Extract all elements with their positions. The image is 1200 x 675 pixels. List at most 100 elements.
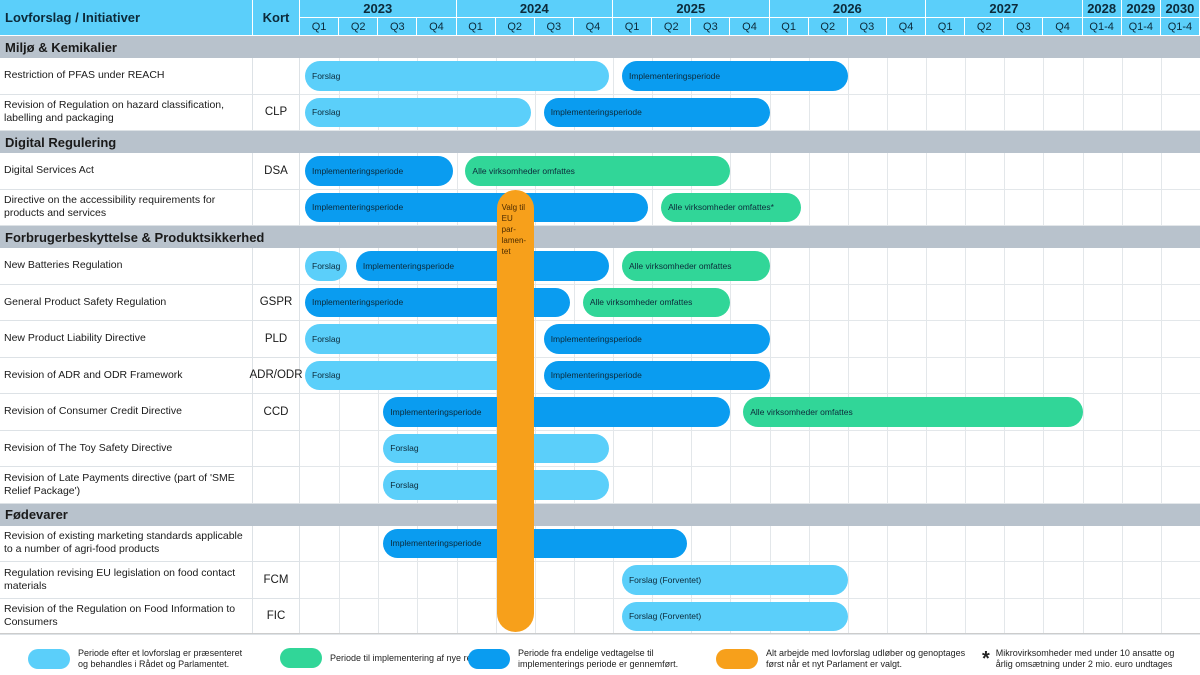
- quarter-header: Q4: [417, 18, 457, 36]
- year-header: 2028: [1082, 0, 1122, 18]
- row-name: Digital Services Act: [0, 153, 253, 190]
- bar-forslag: Forslag: [383, 470, 610, 500]
- bar-impl: Implementeringsperiode: [543, 360, 770, 390]
- grid-line: [847, 36, 849, 633]
- row-divider: [300, 225, 1200, 226]
- bar-impl: Implementeringsperiode: [305, 156, 453, 186]
- year-header: 2029: [1121, 0, 1161, 18]
- grid-line: [1121, 36, 1123, 633]
- row-name: Revision of Late Payments directive (par…: [0, 467, 253, 504]
- quarter-header: Q4: [573, 18, 614, 36]
- bar-impl: Implementeringsperiode: [543, 97, 770, 127]
- row-kort: ADR/ODR: [249, 357, 303, 394]
- quarter-header: Q4: [1043, 18, 1083, 36]
- bar-impl: Implementeringsperiode: [383, 528, 688, 558]
- row-kort: CLP: [253, 94, 300, 131]
- grid-line: [769, 36, 771, 633]
- year-header: 2024: [456, 0, 614, 18]
- legend-item: * Mikrovirksomheder med under 10 ansatte …: [982, 648, 1192, 670]
- legend-item: Periode fra endelige vedtagelse til impl…: [468, 648, 688, 670]
- row-kort: [253, 525, 300, 562]
- quarter-header: Q1-4: [1082, 18, 1122, 36]
- year-header: 2025: [613, 0, 770, 18]
- row-kort: [253, 58, 300, 95]
- header-title: Lovforslag / Initiativer: [0, 0, 253, 36]
- bar-forslag: Forslag (Forventet): [621, 601, 848, 631]
- grid-line: [886, 36, 888, 633]
- row-name: New Batteries Regulation: [0, 248, 253, 285]
- row-name: Revision of The Toy Safety Directive: [0, 430, 253, 467]
- legend-text: Periode til implementering af nye regler…: [330, 652, 489, 663]
- row-kort: PLD: [253, 321, 300, 358]
- legend-swatch-impl: [468, 649, 510, 669]
- year-header: 2023: [300, 0, 457, 18]
- row-kort: GSPR: [253, 284, 300, 321]
- bar-forslag: Forslag: [305, 360, 531, 390]
- gantt-chart: Lovforslag / Initiativer Kort 2023 Q1 Q2 Q3 Q4…: [0, 0, 1200, 635]
- legend-item: Periode efter et lovforslag er præsenter…: [28, 648, 248, 670]
- bar-alle: Alle virksomheder omfattes: [743, 397, 1083, 427]
- row-name: General Product Safety Regulation: [0, 284, 253, 321]
- row-kort: DSA: [253, 153, 300, 190]
- year-header: 2027: [926, 0, 1083, 18]
- bar-forslag: Forslag: [305, 324, 531, 354]
- quarter-header: Q2: [339, 18, 379, 36]
- row-divider: [300, 320, 1200, 321]
- legend-text: Periode fra endelige vedtagelse til impl…: [518, 648, 679, 669]
- bar-alle: Alle virksomheder omfattes: [621, 251, 770, 281]
- row-divider: [300, 502, 1200, 504]
- quarter-header: Q3: [378, 18, 418, 36]
- bar-forslag: Forslag: [305, 61, 610, 91]
- section-header: Digital Regulering: [0, 131, 1200, 153]
- bar-alle: Alle virksomheder omfattes*: [661, 192, 801, 222]
- legend-item: Alt arbejde med lovforslag udløber og ge…: [716, 648, 976, 670]
- grid-line: [808, 36, 810, 633]
- legend-swatch-forslag: [28, 649, 70, 669]
- row-divider: [300, 130, 1200, 131]
- bar-impl: Implementeringsperiode: [621, 61, 848, 91]
- row-name: Directive on the accessibility requireme…: [0, 189, 253, 226]
- quarter-header: Q1: [613, 18, 653, 36]
- row-name: New Product Liability Directive: [0, 321, 253, 358]
- quarter-header: Q4: [886, 18, 927, 36]
- quarter-header: Q4: [730, 18, 770, 36]
- row-divider: [300, 429, 1200, 431]
- quarter-header: Q1-4: [1160, 18, 1200, 36]
- row-kort: [253, 248, 300, 285]
- grid-line: [1043, 36, 1045, 633]
- bar-alle: Alle virksomheder omfattes: [465, 156, 731, 186]
- year-header: 2026: [769, 0, 927, 18]
- quarter-header: Q3: [691, 18, 731, 36]
- row-kort: [253, 189, 300, 226]
- row-divider: [300, 597, 1200, 599]
- quarter-header: Q2: [965, 18, 1005, 36]
- row-divider: [300, 356, 1200, 358]
- grid-line: [926, 36, 928, 633]
- legend-text: Alt arbejde med lovforslag udløber og ge…: [766, 648, 966, 669]
- row-kort: [253, 430, 300, 467]
- quarter-header: Q1: [769, 18, 809, 36]
- grid-line: [1160, 36, 1162, 633]
- quarter-header: Q3: [847, 18, 887, 36]
- bar-impl: Implementeringsperiode: [543, 324, 770, 354]
- quarter-header: Q1-4: [1121, 18, 1161, 36]
- grid-line: [534, 36, 536, 633]
- legend-swatch-valg: [716, 649, 758, 669]
- row-kort: CCD: [253, 394, 300, 431]
- row-name: Revision of Regulation on hazard classif…: [0, 94, 253, 131]
- row-name: Regulation revising EU legislation on fo…: [0, 562, 253, 599]
- header-kort: Kort: [253, 0, 300, 36]
- row-kort: [253, 467, 300, 504]
- legend-text: Mikrovirksomheder med under 10 ansatte o…: [995, 648, 1175, 669]
- row-divider: [300, 393, 1200, 394]
- row-divider: [300, 466, 1200, 467]
- legend: Periode efter et lovforslag er præsenter…: [0, 633, 1200, 675]
- bar-forslag: Forslag: [383, 433, 610, 463]
- section-header: Forbrugerbeskyttelse & Produktsikkerhed: [0, 226, 1200, 248]
- quarter-header: Q1: [926, 18, 966, 36]
- legend-text: Periode efter et lovforslag er præsenter…: [78, 648, 243, 669]
- legend-swatch-alle: [280, 648, 322, 668]
- quarter-header: Q2: [495, 18, 535, 36]
- bar-impl: Implementeringsperiode: [305, 192, 649, 222]
- grid-line: [1004, 36, 1006, 633]
